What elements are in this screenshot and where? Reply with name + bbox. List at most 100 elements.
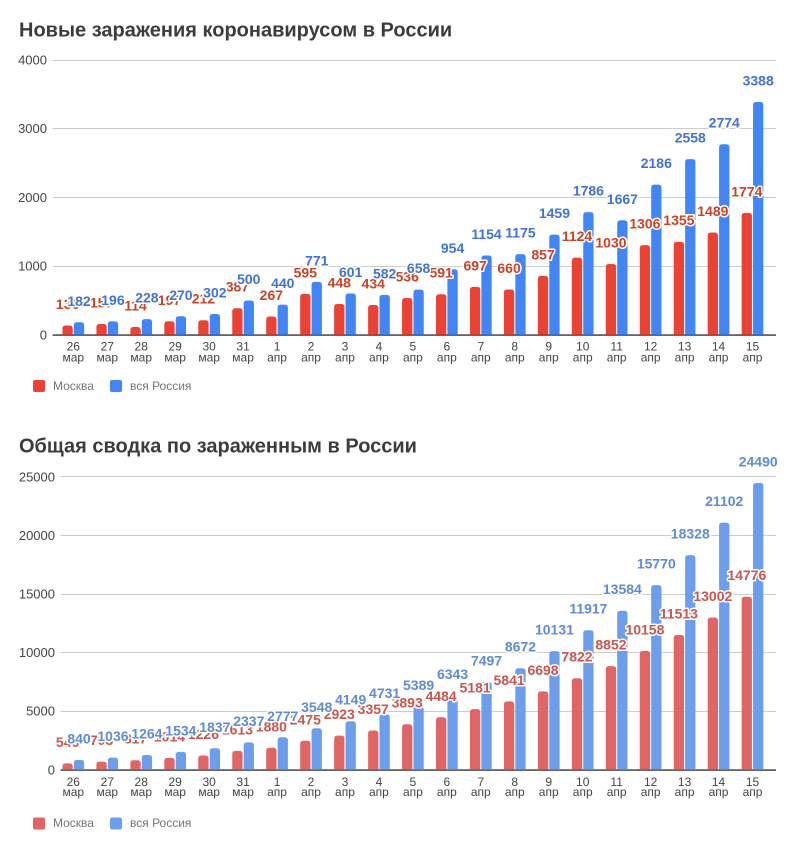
svg-text:мар: мар [198,785,220,799]
svg-text:апр: апр [301,785,321,799]
svg-text:28: 28 [135,340,149,354]
svg-text:апр: апр [709,785,729,799]
svg-text:24490: 24490 [739,453,778,469]
svg-text:5000: 5000 [26,704,55,719]
svg-text:мар: мар [130,785,152,799]
svg-text:8672: 8672 [505,639,536,655]
svg-text:302: 302 [203,285,227,301]
svg-text:апр: апр [471,350,491,364]
svg-text:1175: 1175 [505,225,536,241]
svg-text:апр: апр [437,785,457,799]
svg-text:апр: апр [641,350,661,364]
svg-text:1534: 1534 [165,722,196,738]
svg-text:182: 182 [67,293,91,309]
svg-text:4484: 4484 [426,688,457,704]
svg-text:21102: 21102 [705,493,743,509]
svg-text:9: 9 [545,340,552,354]
svg-text:мар: мар [232,785,254,799]
svg-text:апр: апр [267,350,287,364]
svg-text:857: 857 [531,246,555,262]
svg-text:601: 601 [339,264,363,280]
svg-text:28: 28 [135,775,149,789]
svg-text:апр: апр [267,785,287,799]
svg-text:апр: апр [403,350,423,364]
svg-text:26: 26 [67,340,81,354]
svg-text:апр: апр [471,785,491,799]
svg-text:15: 15 [746,775,760,789]
svg-text:27: 27 [101,340,115,354]
svg-text:536: 536 [396,268,420,284]
svg-text:апр: апр [437,350,457,364]
svg-text:1014: 1014 [154,728,185,744]
svg-text:3893: 3893 [392,695,423,711]
svg-text:1667: 1667 [607,191,638,207]
svg-text:2475: 2475 [290,711,321,727]
svg-text:1000: 1000 [18,259,47,274]
svg-text:434: 434 [362,275,386,291]
svg-text:546: 546 [56,734,80,750]
svg-text:10000: 10000 [19,645,55,660]
svg-text:157: 157 [90,295,114,311]
svg-text:15: 15 [746,340,760,354]
svg-text:212: 212 [192,291,216,307]
svg-text:1613: 1613 [222,721,253,737]
svg-text:апр: апр [539,785,559,799]
svg-text:мар: мар [232,350,254,364]
svg-text:3000: 3000 [18,121,47,136]
svg-text:7822: 7822 [561,649,592,665]
svg-text:1837: 1837 [199,719,230,735]
svg-text:4731: 4731 [369,685,400,701]
svg-text:11: 11 [610,340,623,354]
svg-text:15000: 15000 [19,587,55,602]
svg-text:1036: 1036 [97,728,128,744]
svg-text:7: 7 [477,340,484,354]
svg-text:840: 840 [67,730,91,746]
svg-text:197: 197 [158,292,182,308]
svg-text:954: 954 [441,240,465,256]
svg-text:Общая сводка по зараженным в Р: Общая сводка по зараженным в России [19,436,417,458]
svg-text:апр: апр [675,785,695,799]
svg-text:5841: 5841 [494,672,525,688]
svg-text:26: 26 [67,775,81,789]
svg-text:2: 2 [308,340,315,354]
svg-text:апр: апр [505,350,525,364]
svg-text:10158: 10158 [625,621,664,637]
svg-text:136: 136 [56,296,80,312]
svg-text:14: 14 [712,340,726,354]
svg-text:мар: мар [62,350,84,364]
svg-text:448: 448 [328,275,352,291]
svg-text:697: 697 [463,257,487,273]
svg-text:267: 267 [260,287,284,303]
svg-text:1355: 1355 [663,212,694,228]
svg-text:4: 4 [376,340,383,354]
svg-text:27: 27 [101,775,115,789]
svg-text:270: 270 [169,287,193,303]
svg-text:5389: 5389 [403,677,434,693]
svg-text:595: 595 [294,264,318,280]
svg-text:10: 10 [576,340,590,354]
svg-text:12: 12 [644,775,658,789]
svg-text:1: 1 [274,340,281,354]
svg-text:13: 13 [678,775,692,789]
svg-text:30: 30 [202,775,216,789]
svg-text:31: 31 [236,340,250,354]
svg-text:20000: 20000 [19,528,55,543]
svg-text:196: 196 [101,292,125,308]
svg-text:15770: 15770 [637,556,676,572]
svg-text:4: 4 [376,775,383,789]
svg-text:апр: апр [573,350,593,364]
svg-text:500: 500 [237,271,261,287]
svg-text:11: 11 [610,775,623,789]
svg-text:апр: апр [539,350,559,364]
svg-text:13002: 13002 [693,588,732,604]
svg-text:4000: 4000 [18,53,47,68]
svg-text:660: 660 [497,260,521,276]
svg-text:6: 6 [444,775,451,789]
svg-text:вся Россия: вся Россия [130,816,191,830]
svg-text:18328: 18328 [671,526,710,542]
svg-text:2558: 2558 [675,130,706,146]
svg-text:мар: мар [198,350,220,364]
svg-text:6698: 6698 [527,662,558,678]
svg-text:Москва: Москва [53,379,94,393]
svg-text:1459: 1459 [539,205,570,221]
